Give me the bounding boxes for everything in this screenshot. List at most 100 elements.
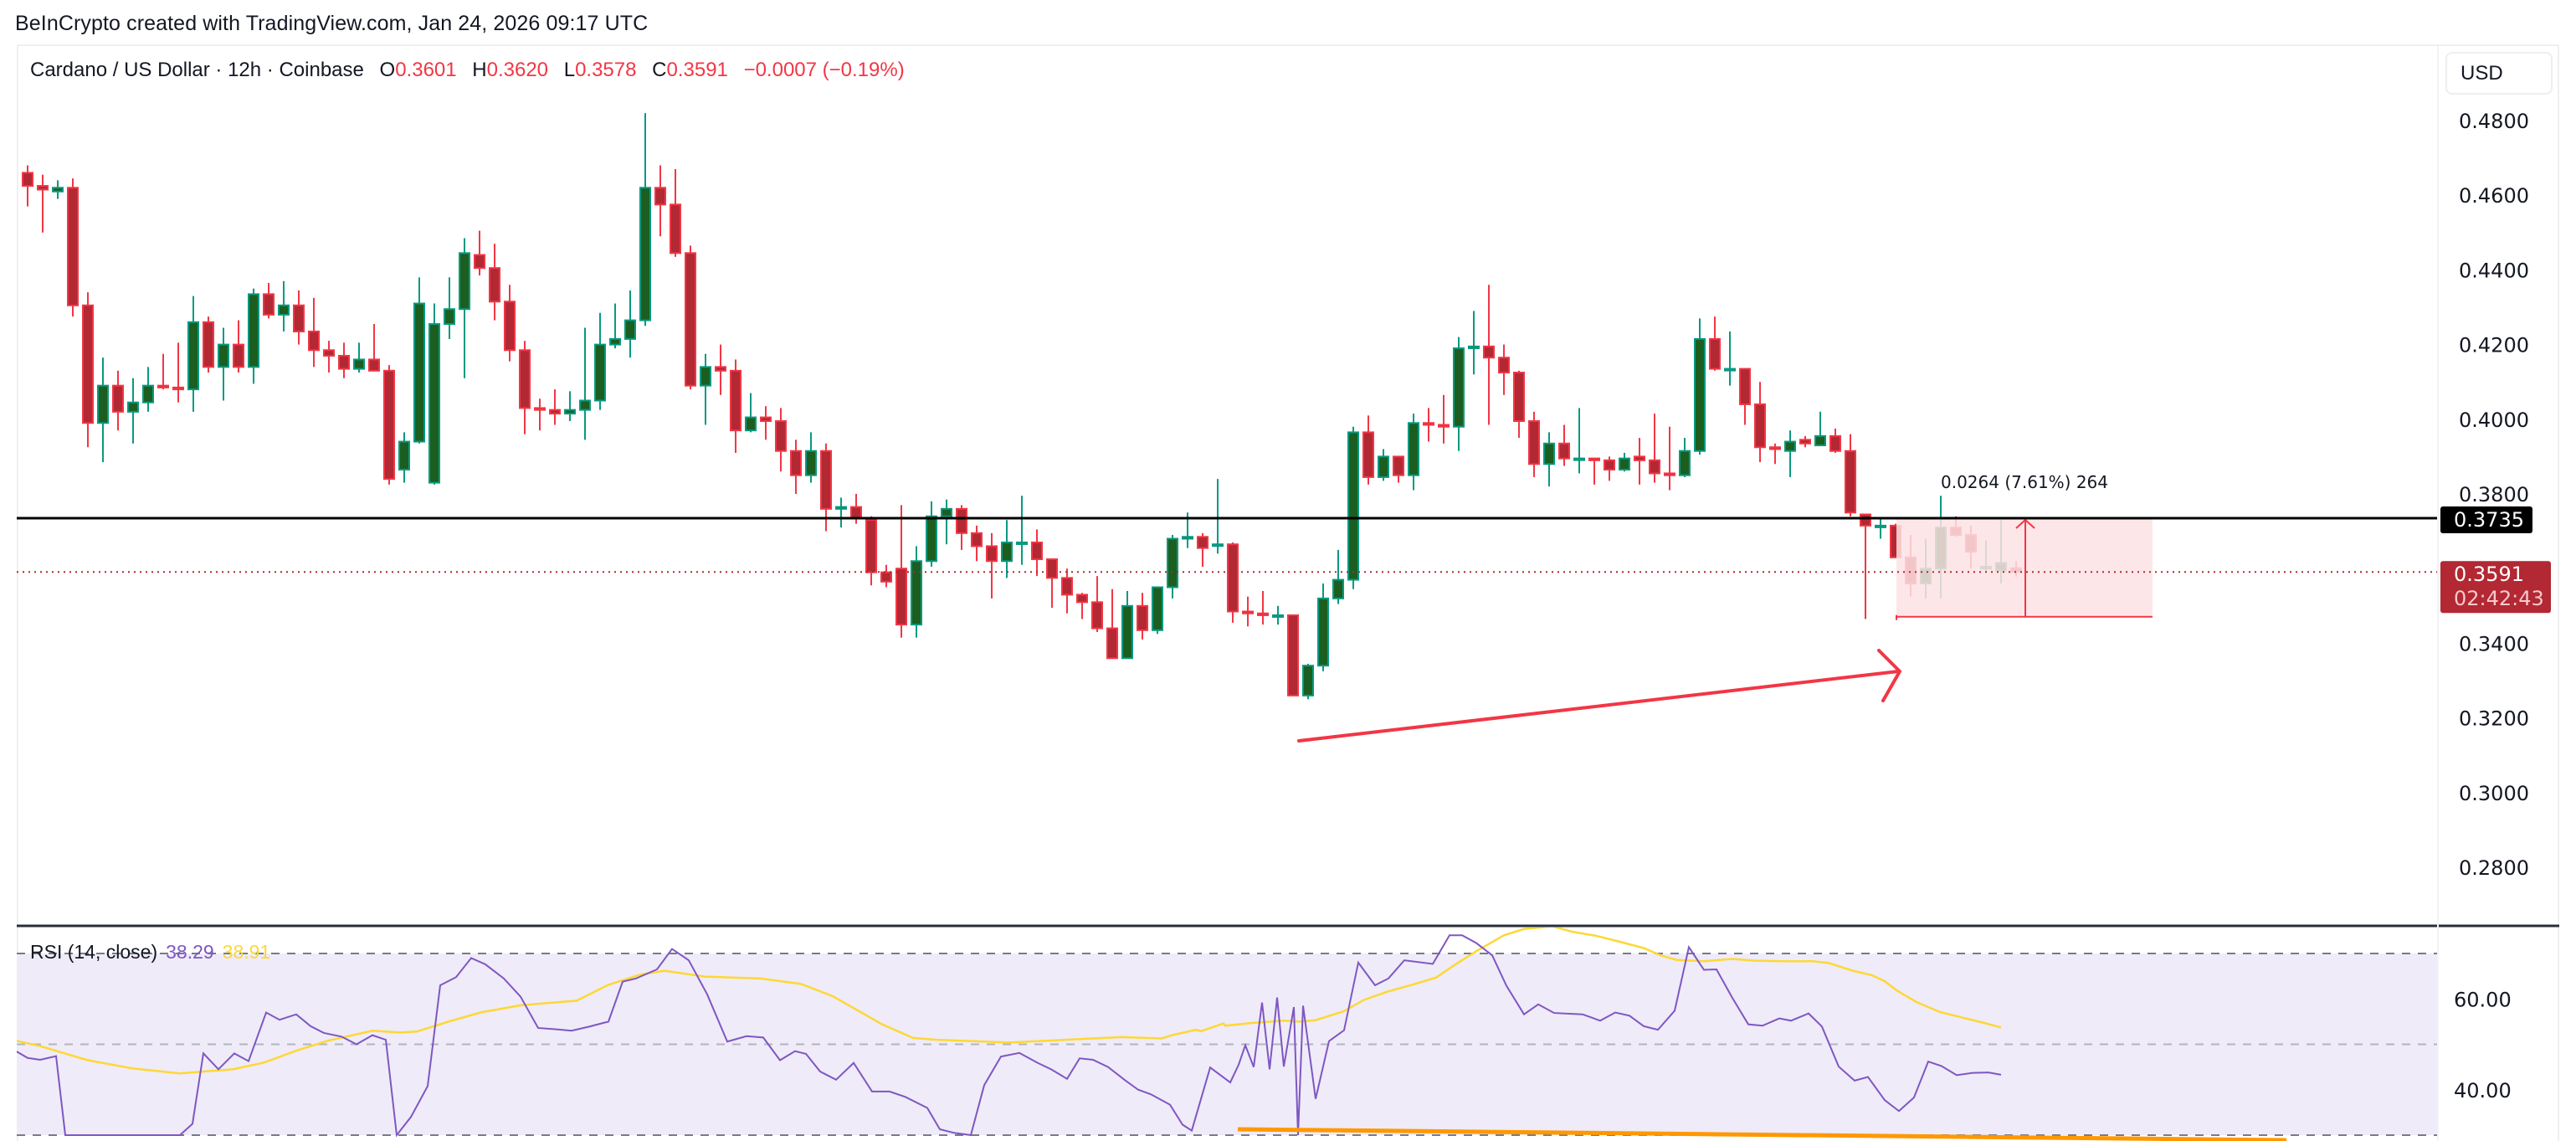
trend-arrow[interactable] (1297, 670, 1900, 743)
candle-body (1875, 524, 1886, 528)
rsi-divergence-line[interactable] (1237, 1127, 2287, 1141)
candle (805, 432, 817, 483)
price-tick-label: 0.3400 (2459, 632, 2529, 655)
candle-body (1332, 578, 1344, 599)
candle-body (624, 319, 636, 340)
candle-body (775, 420, 787, 452)
candle-body (670, 203, 681, 254)
candle (1619, 452, 1630, 472)
candle-body (549, 409, 561, 415)
candle-body (1197, 536, 1208, 549)
candle-body (926, 515, 937, 563)
candle (594, 312, 606, 410)
candle (1332, 549, 1344, 604)
rsi-value: 38.29 (166, 941, 214, 963)
candle (82, 292, 94, 448)
candle-body (1483, 345, 1495, 359)
candle (971, 525, 983, 562)
low-value: 0.3578 (575, 59, 637, 81)
candle (895, 505, 907, 638)
candle-body (534, 407, 546, 411)
drawings: 0.0264 (7.61%) 264 (17, 472, 2438, 743)
candle (203, 316, 214, 373)
candle (1528, 411, 1540, 477)
price-axis[interactable]: 0.4800 0.4600 0.4400 0.4200 0.4000 0.3800 0.34… (17, 46, 2559, 1141)
candle (278, 280, 290, 332)
rsi-title[interactable]: RSI (14, close) (30, 941, 158, 963)
candle-body (1573, 457, 1585, 461)
rsi-band (17, 953, 2438, 1136)
candle (1076, 593, 1088, 619)
candle-body (594, 343, 606, 402)
candle-body (1106, 627, 1118, 660)
candle (700, 353, 711, 425)
candle (1137, 593, 1148, 640)
candle (1558, 424, 1570, 466)
last-price-text: 0.3591 (2454, 563, 2524, 586)
symbol-title[interactable]: Cardano / US Dollar · 12h · Coinbase (30, 59, 364, 81)
candle-body (1649, 459, 1660, 475)
candle (1875, 517, 1886, 539)
candle (775, 408, 787, 472)
candle-body (1016, 541, 1028, 545)
candle (157, 353, 169, 390)
candlesticks (22, 113, 2022, 700)
price-tick-label: 0.3800 (2459, 483, 2529, 506)
candle-body (67, 187, 79, 306)
candle-body (564, 409, 576, 415)
high-value: 0.3620 (486, 59, 549, 81)
candle (670, 168, 681, 257)
candle (383, 365, 395, 485)
candle (1317, 583, 1329, 671)
candle (368, 324, 380, 372)
candle (926, 501, 937, 567)
currency-button[interactable]: USD (2445, 52, 2553, 95)
rsi-tick-label: 60.00 (2454, 988, 2512, 1011)
candle-body (1528, 420, 1540, 465)
candle-body (504, 301, 516, 352)
candle-body (97, 384, 109, 424)
candle (1814, 411, 1826, 447)
candle (37, 174, 49, 233)
candle (1393, 455, 1404, 483)
candle (1468, 311, 1480, 375)
candle-body (1558, 442, 1570, 460)
open-value: 0.3601 (395, 59, 457, 81)
candle-body (971, 532, 983, 547)
candle (1121, 590, 1133, 660)
candle-body (1694, 337, 1706, 452)
candle-body (1498, 357, 1510, 374)
candle-body (1061, 577, 1073, 596)
candle (1604, 456, 1615, 481)
symbol-legend: Cardano / US Dollar · 12h · Coinbase O0.… (30, 59, 905, 82)
candle-body (1438, 424, 1450, 428)
candle-body (1362, 431, 1374, 478)
support-price-text: 0.3735 (2454, 508, 2524, 532)
candle (67, 178, 79, 317)
candle (1438, 394, 1450, 444)
candle (1061, 568, 1073, 614)
candle-body (323, 349, 335, 357)
candle (1167, 535, 1178, 599)
price-tick-label: 0.4400 (2459, 259, 2529, 282)
candle (1408, 414, 1419, 491)
candle (97, 357, 109, 463)
rsi-legend: RSI (14, close) 38.29 38.91 (30, 941, 270, 964)
candle (609, 303, 621, 349)
candle (1694, 318, 1706, 455)
rsi-lines (17, 928, 2287, 1141)
price-tick-label: 0.2800 (2459, 856, 2529, 880)
candle (1845, 434, 1856, 517)
candle (293, 290, 305, 345)
candle-body (218, 343, 229, 368)
candle (1378, 449, 1389, 481)
candle-body (1408, 422, 1419, 476)
candle (172, 342, 184, 403)
candle (428, 303, 440, 485)
candle-body (880, 571, 892, 583)
candle (1031, 529, 1043, 577)
candle (790, 439, 802, 494)
close-value: 0.3591 (666, 59, 728, 81)
candle-body (263, 293, 275, 316)
